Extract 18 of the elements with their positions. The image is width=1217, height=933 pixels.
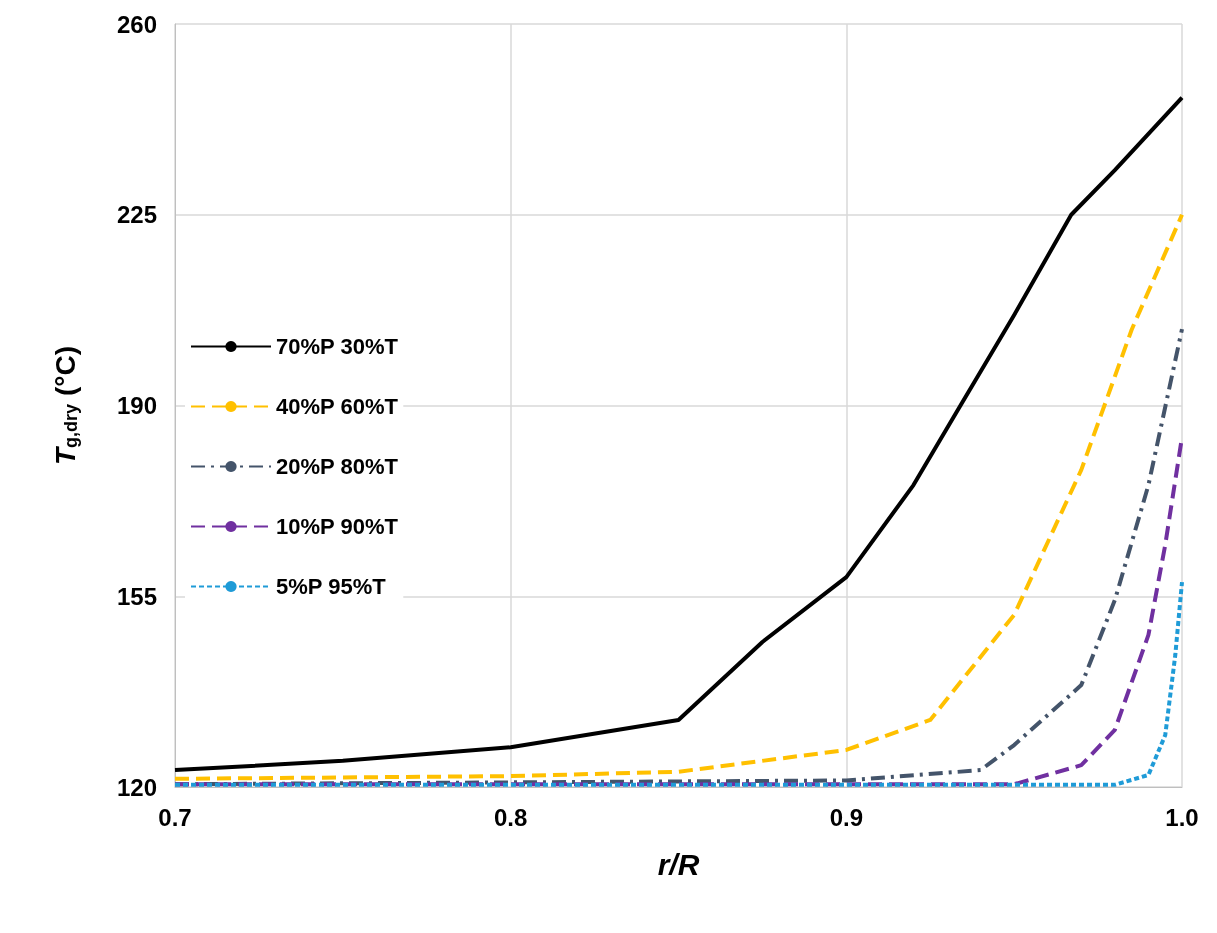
y-tick-label: 225: [116, 201, 157, 229]
legend-label: 20%P 80%T: [276, 454, 399, 479]
x-tick-label: 1.0: [1165, 803, 1199, 831]
x-tick-label: 0.9: [829, 803, 864, 831]
x-axis-title: r/R: [657, 847, 700, 881]
legend-label: 40%P 60%T: [276, 394, 399, 419]
line-series: [173, 212, 1184, 781]
legend-label: 10%P 90%T: [276, 514, 399, 539]
line-series: [173, 95, 1184, 773]
legend-label: 70%P 30%T: [276, 334, 399, 359]
y-tick-label: 120: [116, 773, 157, 801]
y-tick-label: 260: [116, 10, 157, 38]
legend-label: 5%P 95%T: [276, 574, 387, 599]
x-tick-label: 0.8: [493, 803, 528, 831]
y-axis-title: Tg,dry (°C): [49, 346, 81, 465]
x-tick-label: 0.7: [158, 803, 192, 831]
y-tick-label: 190: [116, 392, 157, 419]
y-tick-label: 155: [116, 582, 157, 610]
